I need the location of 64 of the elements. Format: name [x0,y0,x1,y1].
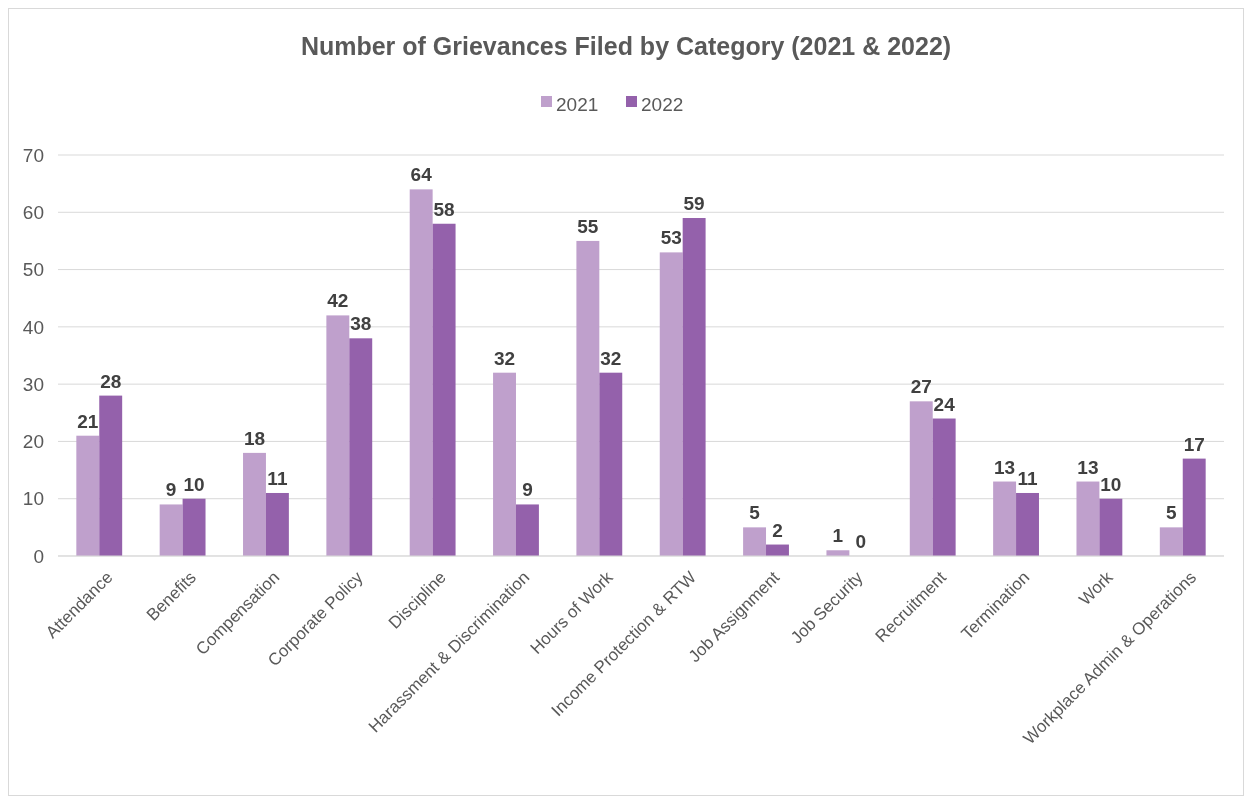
bar [576,240,600,556]
bar [76,435,100,556]
data-label: 13 [994,456,1016,478]
data-label: 13 [1077,456,1099,478]
bar [1016,492,1039,556]
data-label: 38 [350,313,372,335]
bar [409,189,433,556]
data-label: 10 [1100,473,1122,495]
y-tick-label: 70 [22,144,44,166]
bar [909,401,933,556]
data-label: 55 [577,215,599,237]
data-label: 32 [600,347,622,369]
bar [682,218,706,556]
bar [243,452,266,556]
data-label: 17 [1183,433,1205,455]
bar [265,492,289,556]
bar [1182,458,1206,556]
legend-label: 2021 [556,93,599,115]
data-label: 9 [522,479,533,501]
bar [493,372,516,556]
data-label: 0 [855,531,867,552]
bar [1076,481,1100,556]
data-label: 5 [749,502,761,524]
data-label: 53 [660,227,682,249]
data-label: 59 [683,193,705,215]
data-label: 11 [267,467,288,489]
bar [743,527,767,556]
bar [349,338,373,556]
data-label: 9 [165,479,177,501]
data-label: 1 [832,525,844,547]
y-tick-label: 60 [22,201,44,223]
y-tick-label: 50 [22,259,44,281]
bar [182,498,206,556]
bar [326,315,350,556]
data-label: 10 [183,473,205,495]
data-label: 28 [100,370,122,392]
chart-title: Number of Grievances Filed by Category (2021 & 2022) [300,32,952,60]
data-label: 64 [410,164,433,186]
data-label: 18 [243,427,266,449]
data-label: 24 [933,393,956,415]
data-label: 21 [77,410,99,432]
data-label: 11 [1017,467,1038,489]
data-label: 27 [910,376,932,398]
bar [515,504,539,556]
y-tick-label: 40 [22,316,44,338]
bar [932,418,956,556]
legend-label: 2022 [641,93,684,115]
bar [99,395,123,556]
bar [993,481,1017,556]
data-label: 2 [772,519,783,541]
bar [599,372,623,556]
data-label: 5 [1166,502,1177,524]
bar [1159,527,1183,556]
y-tick-label: 10 [22,488,44,510]
bar [659,252,683,556]
bar [1099,498,1123,556]
data-label: 32 [493,347,516,369]
bar [159,504,183,556]
y-tick-label: 0 [33,545,44,567]
data-label: 42 [327,290,349,312]
y-tick-label: 20 [22,431,44,453]
data-label: 58 [433,198,455,220]
bar [432,223,456,556]
y-tick-label: 30 [22,373,44,395]
